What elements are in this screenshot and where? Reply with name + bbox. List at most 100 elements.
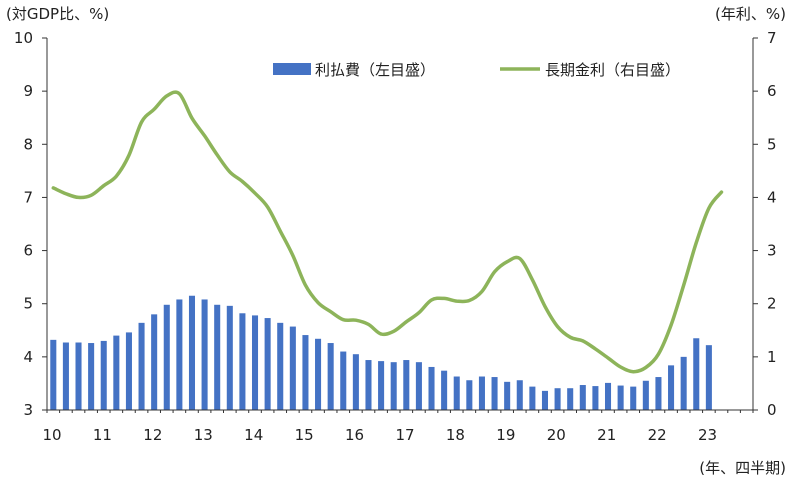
long-term-rate-point: [594, 348, 596, 350]
interest-payment-bar: [453, 376, 460, 410]
interest-payment-bar: [567, 388, 574, 410]
interest-payment-bar: [251, 315, 259, 410]
legend-line-label: 長期金利（右目盛）: [545, 61, 680, 79]
interest-payment-bar: [188, 295, 196, 410]
long-term-rate-point: [52, 187, 54, 189]
x-axis-tick-label: 12: [143, 426, 162, 444]
long-term-rate-point: [531, 279, 533, 281]
right-axis-tick-label: 1: [767, 348, 777, 366]
right-axis-tick-label: 3: [767, 242, 777, 260]
right-axis-tick-label: 7: [767, 29, 777, 47]
right-axis-unit-label: (年利、%): [715, 5, 786, 23]
left-axis-tick-label: 10: [14, 29, 33, 47]
interest-payment-bar: [302, 335, 309, 410]
x-axis-tick-label: 16: [345, 426, 364, 444]
interest-payment-bar: [705, 345, 712, 410]
interest-payment-bar: [403, 360, 410, 410]
long-term-rate-point: [355, 319, 357, 321]
long-term-rate-point: [380, 333, 382, 335]
interest-payment-bar: [592, 386, 599, 410]
long-term-rate-point: [720, 191, 722, 193]
long-term-rate-point: [607, 357, 609, 359]
interest-payment-bar: [113, 335, 120, 410]
interest-payment-bar: [378, 361, 385, 410]
x-axis-tick-label: 20: [547, 426, 566, 444]
x-axis-tick-label: 15: [295, 426, 314, 444]
interest-payment-bar: [100, 340, 107, 410]
long-term-rate-point: [683, 284, 685, 286]
long-term-rate-point: [304, 284, 306, 286]
interest-payment-bar: [630, 386, 637, 410]
interest-payment-bar: [541, 390, 549, 410]
interest-payment-bar: [289, 326, 296, 410]
long-term-rate-point: [216, 154, 218, 156]
x-axis-tick-label: 13: [194, 426, 213, 444]
long-term-rate-point: [65, 193, 67, 195]
long-term-rate-point: [519, 258, 521, 260]
left-axis-tick-label: 9: [23, 82, 33, 100]
interest-payment-bar: [466, 380, 473, 410]
left-axis-tick-label: 5: [23, 295, 33, 313]
interest-payment-bar: [668, 365, 675, 410]
x-axis-tick-label: 14: [244, 426, 263, 444]
long-term-rate-point: [456, 300, 458, 302]
long-term-rate-point: [494, 271, 496, 273]
left-axis-tick-label: 7: [23, 188, 33, 206]
x-axis-tick-label: 18: [446, 426, 465, 444]
interest-payment-bar: [151, 314, 158, 410]
interest-payment-bar: [415, 362, 422, 410]
x-axis-unit-label: (年、四半期): [699, 459, 786, 477]
right-axis-tick-label: 4: [767, 188, 777, 206]
long-term-rate-point: [166, 95, 168, 97]
interest-payment-bar: [604, 382, 612, 410]
legend-bar-label: 利払費（左目盛）: [315, 61, 435, 79]
interest-payment-bar: [579, 385, 586, 410]
interest-payment-bar: [327, 343, 334, 410]
legend: 利払費（左目盛） 長期金利（右目盛）: [273, 61, 680, 79]
long-term-rate-point: [229, 171, 231, 173]
long-term-rate-point: [292, 254, 294, 256]
interest-payment-bar: [75, 342, 82, 410]
long-term-rate-point: [141, 121, 143, 123]
long-term-rate-point: [254, 192, 256, 194]
interest-payment-bar: [88, 343, 95, 410]
interest-payment-bar: [693, 338, 700, 410]
long-term-rate-point: [178, 93, 180, 95]
right-axis-tick-label: 6: [767, 82, 777, 100]
x-axis-tick-label: 10: [42, 426, 61, 444]
right-axis-tick-label: 2: [767, 295, 777, 313]
interest-payment-bar: [428, 366, 435, 410]
interest-payment-bar: [50, 339, 57, 410]
long-term-rate-point: [330, 311, 332, 313]
long-term-rate-point: [443, 297, 445, 299]
left-axis-unit-label: (対GDP比、%): [6, 5, 110, 23]
left-axis-tick-label: 3: [23, 401, 33, 419]
interest-payment-bar: [176, 299, 183, 410]
long-term-rate-point: [670, 324, 672, 326]
right-axis-tick-label: 5: [767, 135, 777, 153]
interest-payment-bar: [642, 380, 649, 410]
interest-payment-bar: [226, 305, 233, 410]
x-axis-tick-label: 23: [698, 426, 717, 444]
interest-payment-bar: [390, 362, 397, 410]
interest-payment-bar: [214, 304, 221, 410]
interest-payment-bar: [554, 388, 561, 410]
long-term-rate-point: [569, 336, 571, 338]
interest-payment-bar: [125, 332, 132, 410]
interest-payment-bar: [62, 342, 69, 410]
interest-payment-bar: [201, 299, 208, 410]
interest-payment-bar: [529, 386, 536, 410]
long-term-rate-point: [620, 366, 622, 368]
interest-payment-bar: [352, 354, 359, 410]
interest-payment-bar: [315, 338, 322, 410]
line-series: [51, 90, 724, 374]
long-term-rate-point: [481, 290, 483, 292]
interest-payment-bar: [516, 380, 523, 410]
long-term-rate-point: [115, 175, 117, 177]
long-term-rate-point: [708, 207, 710, 209]
interest-payment-bar: [340, 351, 347, 410]
x-axis-tick-label: 19: [496, 426, 515, 444]
left-axis-tick-label: 4: [23, 348, 33, 366]
long-term-rate-point: [405, 321, 407, 323]
